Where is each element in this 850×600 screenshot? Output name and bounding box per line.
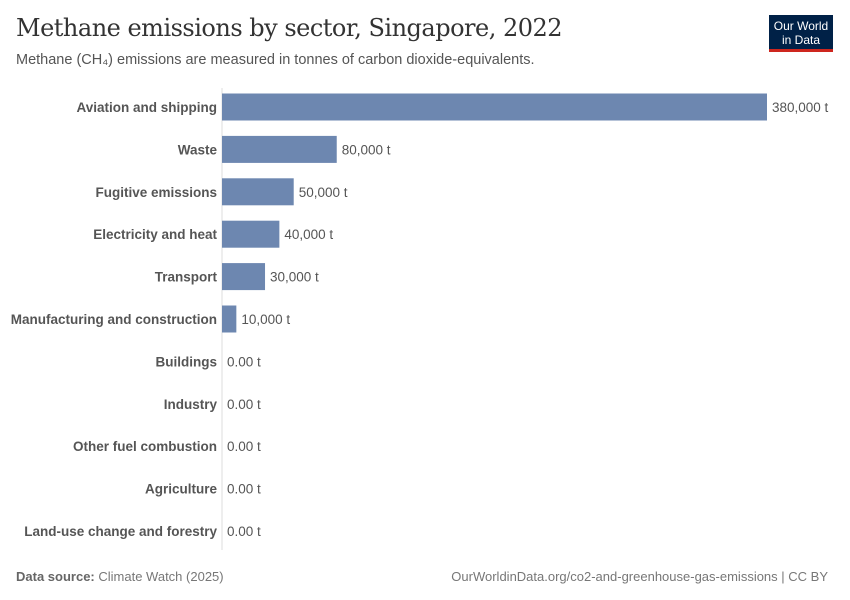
category-label: Waste bbox=[178, 142, 218, 157]
data-source: Data source: Climate Watch (2025) bbox=[16, 569, 224, 584]
bar[interactable] bbox=[222, 305, 237, 333]
source-link[interactable]: Climate Watch (2025) bbox=[98, 569, 224, 584]
category-label: Agriculture bbox=[145, 482, 218, 497]
owid-logo[interactable]: Our World in Data bbox=[769, 15, 833, 52]
category-label: Manufacturing and construction bbox=[11, 312, 217, 327]
footer-url[interactable]: OurWorldinData.org/co2-and-greenhouse-ga… bbox=[451, 569, 828, 584]
category-label: Electricity and heat bbox=[93, 227, 217, 242]
category-label: Land-use change and forestry bbox=[24, 524, 217, 539]
data-label: 0.00 t bbox=[227, 354, 261, 369]
category-label: Industry bbox=[164, 397, 218, 412]
logo-text: Our World in Data bbox=[773, 19, 829, 47]
bar[interactable] bbox=[222, 263, 266, 291]
bar[interactable] bbox=[222, 135, 337, 163]
category-label: Fugitive emissions bbox=[95, 185, 217, 200]
bar[interactable] bbox=[222, 93, 767, 121]
data-label: 80,000 t bbox=[342, 142, 391, 157]
data-label: 0.00 t bbox=[227, 397, 261, 412]
category-label: Buildings bbox=[156, 354, 218, 369]
category-label: Aviation and shipping bbox=[77, 100, 218, 115]
data-label: 10,000 t bbox=[241, 312, 290, 327]
data-label: 0.00 t bbox=[227, 524, 261, 539]
data-label: 380,000 t bbox=[772, 100, 829, 115]
category-label: Transport bbox=[155, 270, 218, 285]
data-label: 0.00 t bbox=[227, 482, 261, 497]
bar[interactable] bbox=[222, 220, 280, 248]
bar[interactable] bbox=[222, 178, 294, 206]
chart-subtitle: Methane (CH₄) emissions are measured in … bbox=[16, 52, 535, 68]
data-label: 40,000 t bbox=[284, 227, 333, 242]
data-label: 0.00 t bbox=[227, 439, 261, 454]
data-label: 30,000 t bbox=[270, 270, 319, 285]
chart-title: Methane emissions by sector, Singapore, … bbox=[16, 14, 563, 42]
data-label: 50,000 t bbox=[299, 185, 348, 200]
category-label: Other fuel combustion bbox=[73, 439, 217, 454]
source-label: Data source: bbox=[16, 569, 95, 584]
